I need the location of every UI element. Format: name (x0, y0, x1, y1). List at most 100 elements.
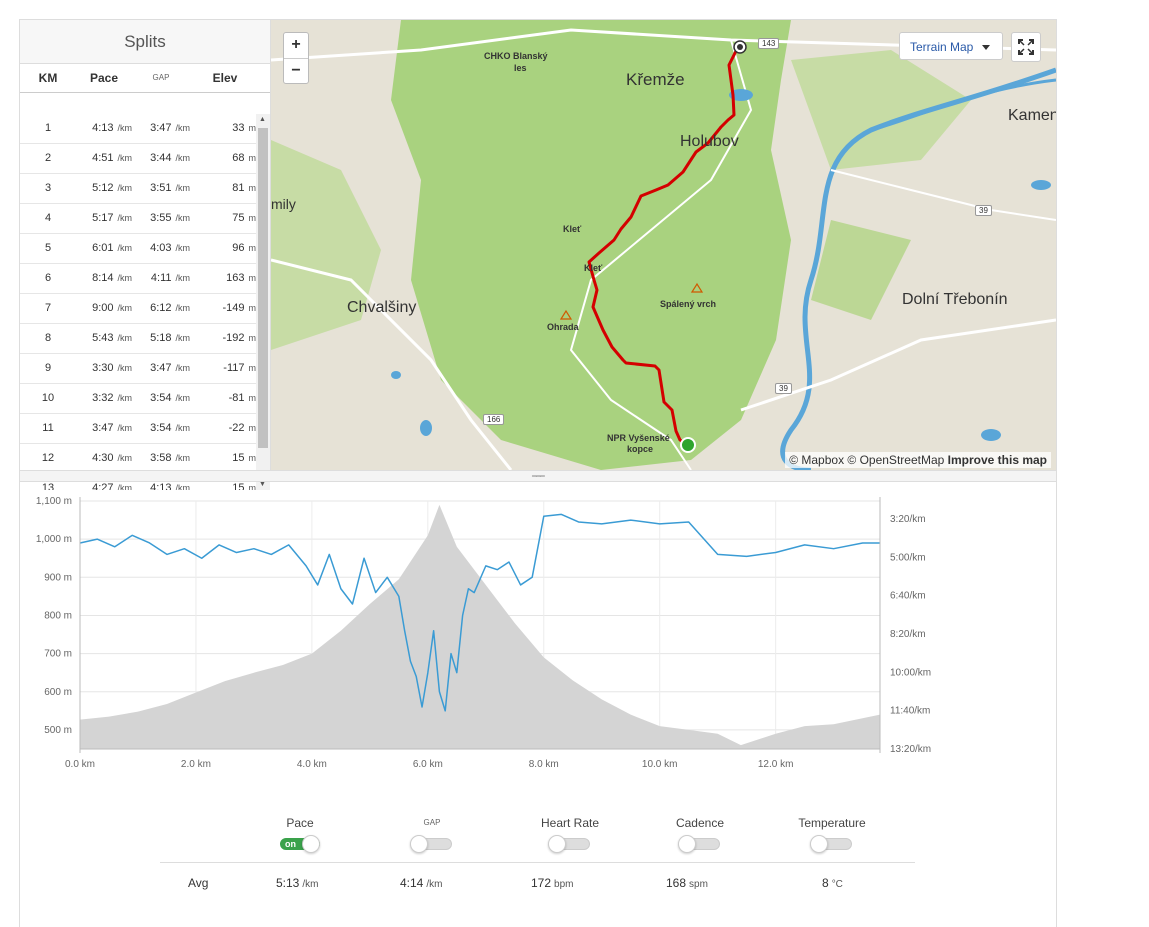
split-row[interactable]: 3 5:12/km 3:51/km 81 m (20, 174, 256, 204)
split-gap: 4:13/km (132, 474, 190, 490)
split-pace-value: 4:13 (92, 122, 114, 134)
scroll-thumb[interactable] (258, 128, 268, 448)
split-row[interactable]: 6 8:14/km 4:11/km 163 m (20, 264, 256, 294)
avg-cadence-value: 168 (666, 876, 687, 890)
split-pace-unit: /km (117, 183, 133, 193)
split-gap-unit: /km (175, 453, 191, 463)
split-km: 10 (41, 392, 55, 404)
map-attribution: © Mapbox © OpenStreetMap Improve this ma… (785, 452, 1051, 468)
toggle-label: GAP (423, 818, 441, 827)
split-elev-value: -192 (222, 332, 245, 344)
split-elev-unit: m (248, 213, 257, 223)
split-pace: 8:14/km (76, 264, 132, 293)
road-shield-39-south: 39 (775, 383, 792, 394)
toggle-switch[interactable]: on (280, 835, 320, 853)
split-elev: 15 m (190, 474, 256, 490)
resize-handle[interactable]: ═══ (20, 470, 1056, 482)
avg-temp-value: 8 (822, 876, 829, 890)
avg-divider (160, 862, 915, 863)
header-elev[interactable]: Elev (212, 71, 238, 85)
split-km: 13 (41, 482, 55, 490)
route-map[interactable]: Křemže Holubov CHKO Blanský les Kamen mi… (271, 20, 1056, 470)
split-elev-value: 33 (232, 122, 245, 134)
split-gap-value: 3:54 (150, 422, 172, 434)
scroll-up-arrow-icon[interactable]: ▲ (259, 116, 266, 123)
split-elev-value: -22 (228, 422, 245, 434)
split-pace: 3:32/km (76, 384, 132, 413)
map-label-klet-summit: Kleť (584, 263, 603, 273)
split-row[interactable]: 2 4:51/km 3:44/km 68 m (20, 144, 256, 174)
split-gap-unit: /km (175, 213, 191, 223)
split-gap: 3:51/km (132, 174, 190, 203)
split-pace-value: 4:30 (92, 452, 114, 464)
attribution-text[interactable]: © Mapbox © OpenStreetMap (789, 453, 948, 467)
map-type-dropdown[interactable]: Terrain Map (899, 32, 1003, 60)
toggle-switch[interactable] (548, 835, 590, 853)
x-tick-label: 12.0 km (758, 759, 794, 770)
zoom-in-button[interactable]: + (284, 33, 308, 59)
splits-panel: Splits KM Pace GAP Elev 1 4:13/km 3:47/km 3… (20, 20, 271, 490)
x-tick-label: 10.0 km (642, 759, 678, 770)
split-elev-value: 75 (232, 212, 245, 224)
y-tick-label: 600 m (44, 687, 72, 698)
map-label-kremze: Křemže (626, 70, 685, 89)
split-row[interactable]: 13 4:27/km 4:13/km 15 m (20, 474, 256, 490)
toggle-switch[interactable] (810, 835, 852, 853)
peak-icon (690, 282, 704, 293)
y-right-tick-label: 3:20/km (890, 514, 926, 525)
split-row[interactable]: 9 3:30/km 3:47/km -117 m (20, 354, 256, 384)
split-pace-unit: /km (117, 243, 133, 253)
split-row[interactable]: 1 4:13/km 3:47/km 33 m (20, 114, 256, 144)
split-gap-unit: /km (175, 243, 191, 253)
splits-header: KM Pace GAP Elev (20, 64, 270, 93)
split-gap-value: 3:54 (150, 392, 172, 404)
y-tick-label: 1,000 m (36, 534, 72, 545)
zoom-out-button[interactable]: − (291, 62, 301, 79)
split-elev: 33 m (190, 114, 256, 143)
activity-panel (19, 19, 1057, 927)
map-label-ohrada: Ohrada (547, 322, 579, 332)
x-tick-label: 0.0 km (65, 759, 95, 770)
improve-map-link[interactable]: Improve this map (947, 453, 1047, 467)
header-pace[interactable]: Pace (89, 71, 119, 85)
split-elev-value: 81 (232, 182, 245, 194)
split-row[interactable]: 4 5:17/km 3:55/km 75 m (20, 204, 256, 234)
split-pace: 4:13/km (76, 114, 132, 143)
scroll-down-arrow-icon[interactable]: ▼ (259, 481, 266, 488)
split-row[interactable]: 11 3:47/km 3:54/km -22 m (20, 414, 256, 444)
avg-temperature: 8 °C (822, 872, 843, 896)
splits-title: Splits (20, 20, 270, 64)
split-row[interactable]: 7 9:00/km 6:12/km -149 m (20, 294, 256, 324)
header-km[interactable]: KM (38, 71, 58, 85)
split-pace-value: 3:47 (92, 422, 114, 434)
split-pace-value: 6:01 (92, 242, 114, 254)
split-gap: 3:54/km (132, 414, 190, 443)
split-pace-unit: /km (117, 393, 133, 403)
splits-list: 1 4:13/km 3:47/km 33 m 2 4:51/km 3:44/km 68 m 3 5:1… (20, 114, 256, 490)
pace-line (79, 513, 880, 712)
map-label-chko-line2: les (514, 63, 527, 73)
split-pace-unit: /km (117, 483, 133, 490)
split-km: 3 (44, 182, 52, 194)
split-row[interactable]: 10 3:32/km 3:54/km -81 m (20, 384, 256, 414)
toggle-temperature: Temperature (772, 815, 892, 858)
y-right-tick-label: 11:40/km (890, 706, 930, 717)
split-pace: 9:00/km (76, 294, 132, 323)
y-right-tick-label: 10:00/km (890, 667, 931, 678)
split-row[interactable]: 5 6:01/km 4:03/km 96 m (20, 234, 256, 264)
elevation-pace-chart[interactable]: 1,100 m 1,000 m 900 m 800 m 700 m 600 m 500 m 3… (20, 481, 1056, 781)
stream-toggles: Pace on GAP Heart Rate Cadence Temperature (20, 815, 1056, 855)
split-elev: 75 m (190, 204, 256, 233)
fullscreen-button[interactable] (1011, 32, 1041, 62)
splits-scrollbar[interactable]: ▲ ▼ (256, 114, 270, 490)
split-gap-value: 3:55 (150, 212, 172, 224)
chart-svg: 1,100 m 1,000 m 900 m 800 m 700 m 600 m 500 m 3… (36, 496, 931, 770)
split-km: 8 (44, 332, 52, 344)
split-pace-unit: /km (117, 333, 133, 343)
header-gap[interactable]: GAP (152, 73, 170, 82)
toggle-switch[interactable] (678, 835, 720, 853)
x-tick-label: 8.0 km (529, 759, 559, 770)
split-pace-unit: /km (117, 363, 133, 373)
toggle-switch[interactable] (410, 835, 452, 853)
split-row[interactable]: 8 5:43/km 5:18/km -192 m (20, 324, 256, 354)
